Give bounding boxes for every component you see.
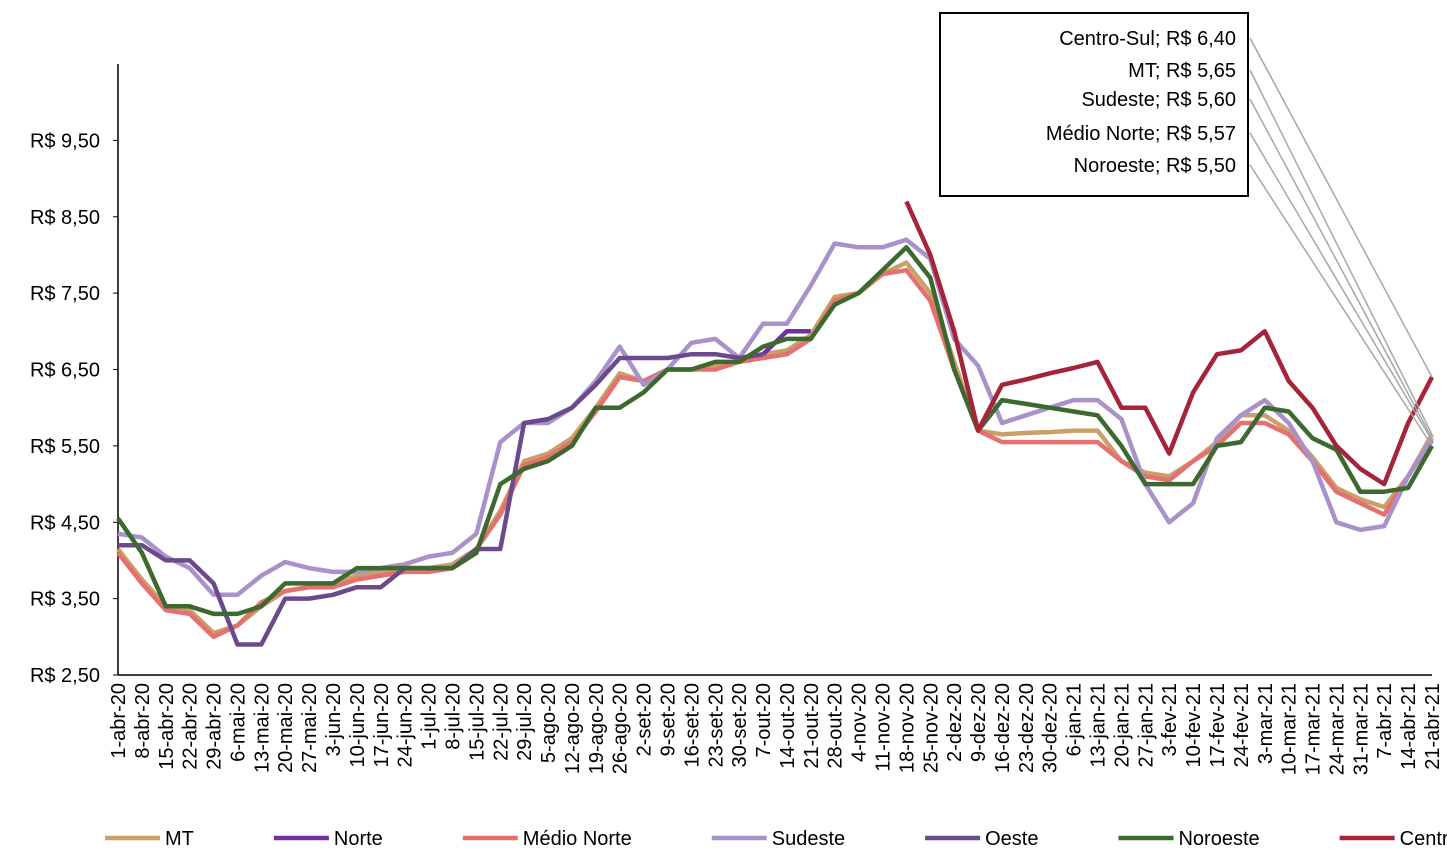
x-tick-label: 22-abr-20 [180, 683, 202, 770]
x-tick-label: 2-dez-20 [944, 683, 966, 762]
x-tick-label: 28-out-20 [825, 683, 847, 769]
x-tick-label: 31-mar-21 [1350, 683, 1372, 775]
data-label: Noroeste; R$ 5,50 [1074, 155, 1236, 177]
x-tick-label: 10-fev-21 [1183, 683, 1205, 768]
x-tick-label: 16-dez-20 [992, 683, 1014, 773]
x-tick-label: 6-mai-20 [227, 683, 249, 762]
y-tick-label: R$ 8,50 [30, 207, 100, 229]
x-tick-label: 29-jul-20 [514, 683, 536, 761]
x-tick-label: 16-set-20 [681, 683, 703, 768]
x-tick-label: 4-nov-20 [849, 683, 871, 762]
x-tick-label: 21-out-20 [801, 683, 823, 769]
series-line [116, 245, 1434, 617]
x-tick-label: 21-abr-21 [1422, 683, 1444, 770]
x-tick-label: 23-dez-20 [1016, 683, 1038, 773]
x-tick-label: 27-mai-20 [299, 683, 321, 773]
x-tick-label: 17-jun-20 [371, 683, 393, 768]
x-tick-label: 13-jan-21 [1088, 683, 1110, 768]
x-tick-label: 27-jan-21 [1135, 683, 1157, 768]
x-tick-label: 29-abr-20 [204, 683, 226, 770]
legend-label: Norte [334, 828, 383, 849]
x-tick-label: 6-jan-21 [1064, 683, 1086, 756]
leader-line [1249, 132, 1433, 441]
x-tick-label: 10-mar-21 [1279, 683, 1301, 775]
x-tick-label: 10-jun-20 [347, 683, 369, 768]
x-tick-label: 23-set-20 [705, 683, 727, 768]
series-line [117, 237, 1434, 598]
x-tick-label: 3-mar-21 [1255, 683, 1277, 764]
legend-label: Oeste [985, 828, 1038, 849]
series-line [116, 260, 1434, 636]
x-tick-label: 3-fev-21 [1159, 683, 1181, 756]
x-tick-label: 9-dez-20 [968, 683, 990, 762]
x-tick-label: 17-fev-21 [1207, 683, 1229, 768]
y-tick-label: R$ 7,50 [30, 283, 100, 305]
legend-label: Noroeste [1178, 828, 1259, 849]
x-tick-label: 15-abr-20 [156, 683, 178, 770]
y-tick-label: R$ 5,50 [30, 436, 100, 458]
x-tick-label: 14-out-20 [777, 683, 799, 769]
leader-line [1249, 164, 1433, 447]
legend-label: Centro-Sul [1400, 828, 1447, 849]
x-tick-label: 25-nov-20 [920, 683, 942, 773]
annotation-box [939, 12, 1249, 197]
x-tick-label: 18-nov-20 [896, 683, 918, 773]
x-tick-label: 8-jul-20 [442, 683, 464, 750]
x-tick-label: 8-abr-20 [132, 683, 154, 759]
y-tick-label: R$ 4,50 [30, 512, 100, 534]
x-tick-label: 12-ago-20 [562, 683, 584, 774]
x-tick-label: 30-dez-20 [1040, 683, 1062, 773]
data-label: MT; R$ 5,65 [1128, 60, 1236, 82]
data-label: Médio Norte; R$ 5,57 [1046, 123, 1236, 145]
series-line [761, 329, 811, 356]
legend-label: Sudeste [772, 828, 845, 849]
leader-line [1249, 37, 1433, 378]
x-tick-label: 30-set-20 [729, 683, 751, 768]
x-tick-label: 20-mai-20 [275, 683, 297, 773]
x-tick-label: 2-set-20 [634, 683, 656, 756]
series-line [904, 200, 1434, 487]
x-tick-label: 13-mai-20 [251, 683, 273, 773]
x-tick-label: 24-jun-20 [395, 683, 417, 768]
y-tick-label: R$ 2,50 [30, 665, 100, 687]
leader-line [1249, 69, 1433, 435]
x-tick-label: 19-ago-20 [586, 683, 608, 774]
leader-line [1249, 98, 1433, 439]
x-tick-label: 24-fev-21 [1231, 683, 1253, 768]
x-tick-label: 22-jul-20 [490, 683, 512, 761]
data-label: Centro-Sul; R$ 6,40 [1059, 28, 1236, 50]
y-tick-label: R$ 6,50 [30, 360, 100, 382]
legend-label: MT [165, 828, 194, 849]
x-tick-label: 26-ago-20 [610, 683, 632, 774]
x-tick-label: 1-jul-20 [419, 683, 441, 750]
x-tick-label: 9-set-20 [657, 683, 679, 756]
x-tick-label: 24-mar-21 [1326, 683, 1348, 775]
x-tick-label: 14-abr-21 [1398, 683, 1420, 770]
x-tick-label: 17-mar-21 [1303, 683, 1325, 775]
y-tick-label: R$ 9,50 [30, 130, 100, 152]
x-tick-label: 15-jul-20 [466, 683, 488, 761]
series-line [118, 351, 764, 647]
x-tick-label: 3-jun-20 [323, 683, 345, 756]
x-tick-label: 20-jan-21 [1111, 683, 1133, 768]
x-tick-label: 7-out-20 [753, 683, 775, 758]
data-label: Sudeste; R$ 5,60 [1081, 89, 1236, 111]
y-tick-label: R$ 3,50 [30, 589, 100, 611]
x-tick-label: 11-nov-20 [873, 683, 895, 772]
x-tick-label: 7-abr-21 [1374, 683, 1396, 759]
legend-label: Médio Norte [523, 828, 632, 849]
x-tick-label: 5-ago-20 [538, 683, 560, 763]
x-tick-label: 1-abr-20 [108, 683, 130, 759]
